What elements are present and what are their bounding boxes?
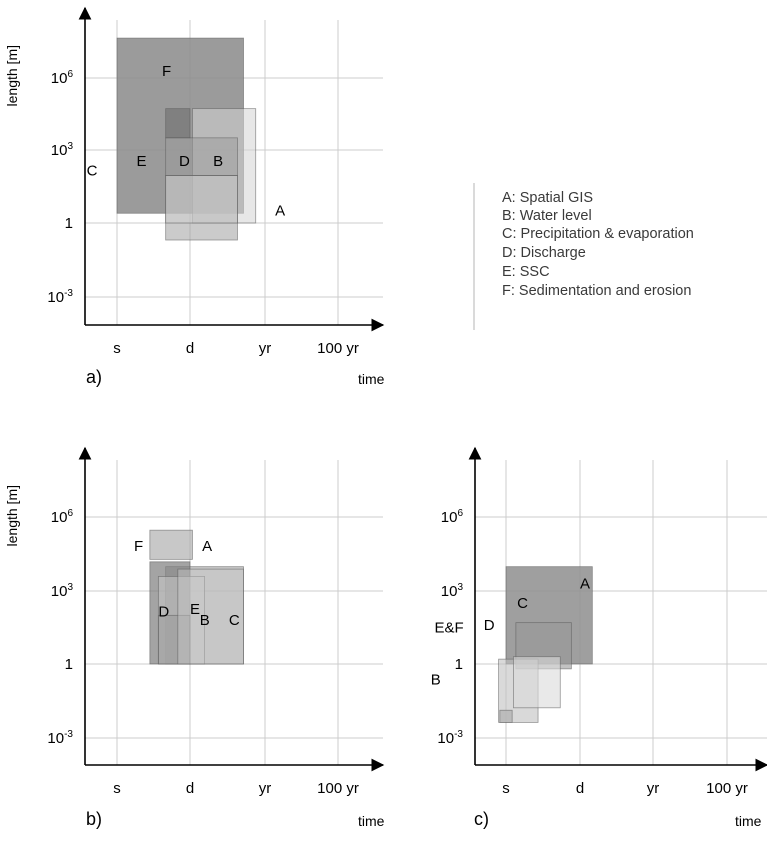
x-tick-label: d bbox=[186, 780, 194, 797]
legend-item-c: C: Precipitation & evaporation bbox=[502, 226, 694, 242]
box-label: B bbox=[213, 153, 223, 170]
y-axis-label: length [m] bbox=[4, 45, 20, 106]
y-tick-label: 1 bbox=[455, 656, 463, 673]
x-tick-label: s bbox=[502, 780, 510, 797]
box-d bbox=[157, 614, 191, 665]
legend-item-f: F: Sedimentation and erosion bbox=[502, 283, 692, 299]
y-tick-label: 10-3 bbox=[47, 288, 73, 306]
x-tick-label: d bbox=[576, 780, 584, 797]
box-f bbox=[177, 568, 244, 665]
x-axis-label: time bbox=[358, 371, 385, 387]
box-label: B bbox=[200, 612, 210, 629]
panel-label: b) bbox=[86, 809, 102, 829]
box-label: B bbox=[431, 672, 441, 689]
x-tick-label: 100 yr bbox=[706, 780, 748, 797]
x-axis-label: time bbox=[735, 813, 762, 829]
box-label: A bbox=[202, 538, 212, 555]
y-tick-label: 10-3 bbox=[437, 729, 463, 747]
x-axis-label: time bbox=[358, 813, 385, 829]
x-tick-label: s bbox=[113, 340, 121, 357]
y-tick-label: 10-3 bbox=[47, 729, 73, 747]
box-label: D bbox=[179, 153, 190, 170]
x-tick-label: 100 yr bbox=[317, 340, 359, 357]
x-tick-label: s bbox=[113, 780, 121, 797]
legend-item-a: A: Spatial GIS bbox=[502, 190, 594, 206]
box-label: C bbox=[229, 612, 240, 629]
legend-item-b: B: Water level bbox=[502, 208, 592, 224]
box-label: D bbox=[158, 604, 169, 621]
box-label: D bbox=[484, 617, 495, 634]
legend-item-e: E: SSC bbox=[502, 264, 550, 280]
box-label: F bbox=[134, 538, 143, 555]
box-c bbox=[149, 529, 193, 560]
box-label: A bbox=[580, 576, 590, 593]
box-b bbox=[165, 108, 191, 139]
box-label: E&F bbox=[434, 619, 463, 636]
y-axis-label: length [m] bbox=[4, 485, 20, 546]
box-d bbox=[165, 137, 238, 176]
box-label: E bbox=[190, 601, 200, 618]
legend-item-d: D: Discharge bbox=[502, 245, 586, 261]
x-tick-label: yr bbox=[259, 780, 272, 797]
x-tick-label: d bbox=[186, 340, 194, 357]
panel-c: A C D E&F Bs d yr 100 yr 106 103 1 10-3 time c) bbox=[431, 446, 767, 829]
y-tick-label: 106 bbox=[51, 508, 74, 526]
y-tick-label: 1 bbox=[65, 215, 73, 232]
y-tick-label: 103 bbox=[51, 141, 74, 159]
box-label: C bbox=[517, 595, 528, 612]
box-label: E bbox=[136, 153, 146, 170]
x-tick-label: 100 yr bbox=[317, 780, 359, 797]
panel-label: c) bbox=[474, 809, 489, 829]
x-tick-label: yr bbox=[647, 780, 660, 797]
panel-label: a) bbox=[86, 367, 102, 387]
box-e bbox=[165, 175, 238, 224]
box-b bbox=[499, 709, 513, 723]
y-tick-label: 106 bbox=[441, 508, 464, 526]
y-tick-label: 103 bbox=[441, 582, 464, 600]
y-tick-label: 1 bbox=[65, 656, 73, 673]
x-tick-label: yr bbox=[259, 340, 272, 357]
panel-b: C BE D A Fs d yr 100 yr 106 103 1 10-3 length [m] tim… bbox=[4, 446, 385, 829]
y-tick-label: 106 bbox=[51, 69, 74, 87]
box-label: C bbox=[87, 163, 98, 180]
y-tick-label: 103 bbox=[51, 582, 74, 600]
box-d bbox=[513, 656, 561, 709]
panel-a: A B D E F Cs d yr 100 yr 106 103 1 10-3 length [m] tim… bbox=[4, 6, 385, 387]
box-label: F bbox=[162, 63, 171, 80]
box-label: A bbox=[275, 203, 285, 220]
